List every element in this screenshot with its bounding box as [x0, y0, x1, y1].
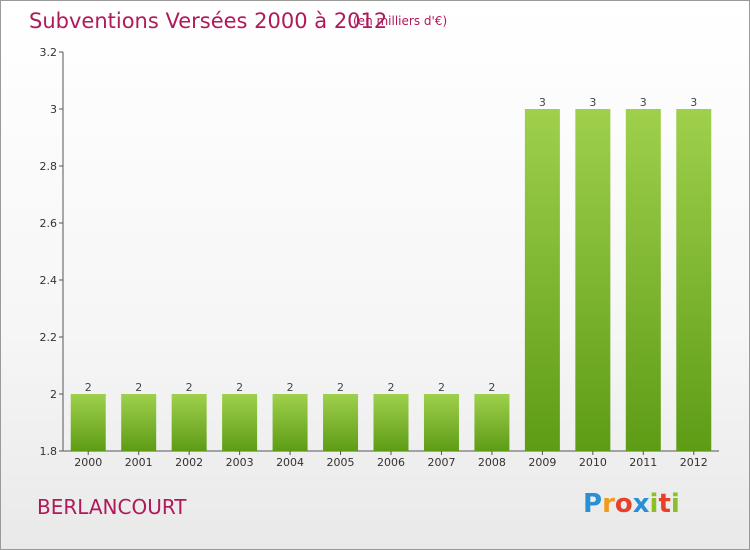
logo-letter: t [658, 489, 671, 519]
axes: 1.8 2 2.2 2.4 2.6 2.8 3 3.2 2000 2001 2002 2003 2004… [40, 46, 719, 469]
logo-letter: P [583, 489, 603, 519]
y-tick-label: 3.2 [40, 46, 58, 59]
data-label: 2 [85, 381, 92, 394]
x-tick-label: 2011 [629, 456, 657, 469]
data-label: 3 [539, 96, 546, 109]
bar-2011 [625, 109, 661, 451]
bar-2012 [676, 109, 712, 451]
x-tick-label: 2006 [377, 456, 405, 469]
data-label: 2 [236, 381, 243, 394]
y-tick-label: 2.4 [40, 274, 58, 287]
bar-2007 [423, 394, 459, 451]
proxiti-logo: Proxiti [583, 489, 680, 519]
logo-letter: r [602, 489, 615, 519]
x-tick-label: 2005 [327, 456, 355, 469]
x-tick-label: 2008 [478, 456, 506, 469]
data-label: 2 [135, 381, 142, 394]
x-tick-label: 2004 [276, 456, 304, 469]
data-labels: 2 2 2 2 2 2 2 2 2 3 3 3 3 [85, 96, 698, 394]
bar-2004 [272, 394, 308, 451]
data-label: 2 [438, 381, 445, 394]
bar-2001 [121, 394, 157, 451]
data-label: 2 [488, 381, 495, 394]
data-label: 3 [589, 96, 596, 109]
logo-letter: o [614, 489, 633, 519]
commune-name: BERLANCOURT [37, 495, 187, 519]
y-tick-label: 2 [50, 388, 57, 401]
bar-2002 [171, 394, 207, 451]
bar-2000 [70, 394, 106, 451]
y-tick-label: 2.8 [40, 160, 58, 173]
data-label: 3 [690, 96, 697, 109]
x-tick-label: 2002 [175, 456, 203, 469]
x-tick-label: 2000 [74, 456, 102, 469]
data-label: 2 [337, 381, 344, 394]
y-tick-label: 2.6 [40, 217, 58, 230]
y-tick-label: 3 [50, 103, 57, 116]
y-tick-label: 1.8 [40, 445, 58, 458]
bar-2008 [474, 394, 510, 451]
x-tick-label: 2003 [226, 456, 254, 469]
x-tick-label: 2007 [427, 456, 455, 469]
x-tick-label: 2012 [680, 456, 708, 469]
logo-letter: i [649, 489, 659, 519]
data-label: 3 [640, 96, 647, 109]
data-label: 2 [186, 381, 193, 394]
x-tick-label: 2001 [125, 456, 153, 469]
bar-2005 [323, 394, 359, 451]
bar-2003 [222, 394, 258, 451]
bar-2009 [524, 109, 560, 451]
bar-2010 [575, 109, 611, 451]
bars [70, 109, 712, 451]
y-tick-label: 2.2 [40, 331, 58, 344]
chart-title: Subventions Versées 2000 à 2012 [29, 9, 388, 33]
x-tick-label: 2009 [528, 456, 556, 469]
data-label: 2 [388, 381, 395, 394]
data-label: 2 [287, 381, 294, 394]
chart-subtitle: (en milliers d'€) [353, 14, 448, 28]
bar-2006 [373, 394, 409, 451]
x-tick-label: 2010 [579, 456, 607, 469]
logo-letter: i [670, 489, 680, 519]
logo-letter: x [632, 489, 650, 519]
